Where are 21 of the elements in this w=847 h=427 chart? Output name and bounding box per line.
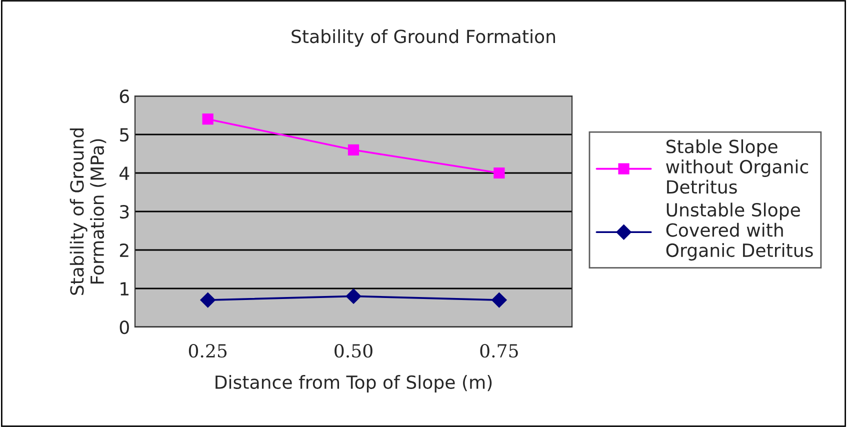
y-tick-label: 1 [120,282,128,296]
y-axis-title: Stability of Ground Formation (MPa) [70,128,106,295]
y-tick-label: 5 [120,128,129,142]
point [346,288,362,304]
legend-label: Unstable Slope Covered with Organic Detritus [666,202,813,261]
x-axis-title: Distance from Top of Slope (m) [216,375,492,393]
point [200,292,216,308]
y-tick-label: 6 [120,89,129,104]
y-tick-label: 2 [120,243,128,257]
legend-label: Stable Slope without Organic Detritus [666,139,808,194]
point [202,114,214,125]
point [492,292,507,308]
x-tick-label: 0.75 [480,344,518,358]
x-tick-label: 0.25 [188,344,227,358]
chart-title: Stability of Ground Formation [292,29,555,47]
y-tick-label: 4 [120,166,130,180]
x-tick-label: 0.50 [334,344,372,358]
point [494,167,505,179]
y-tick-label: 3 [120,204,129,219]
point [348,144,360,156]
y-tick-label: 0 [120,320,129,334]
